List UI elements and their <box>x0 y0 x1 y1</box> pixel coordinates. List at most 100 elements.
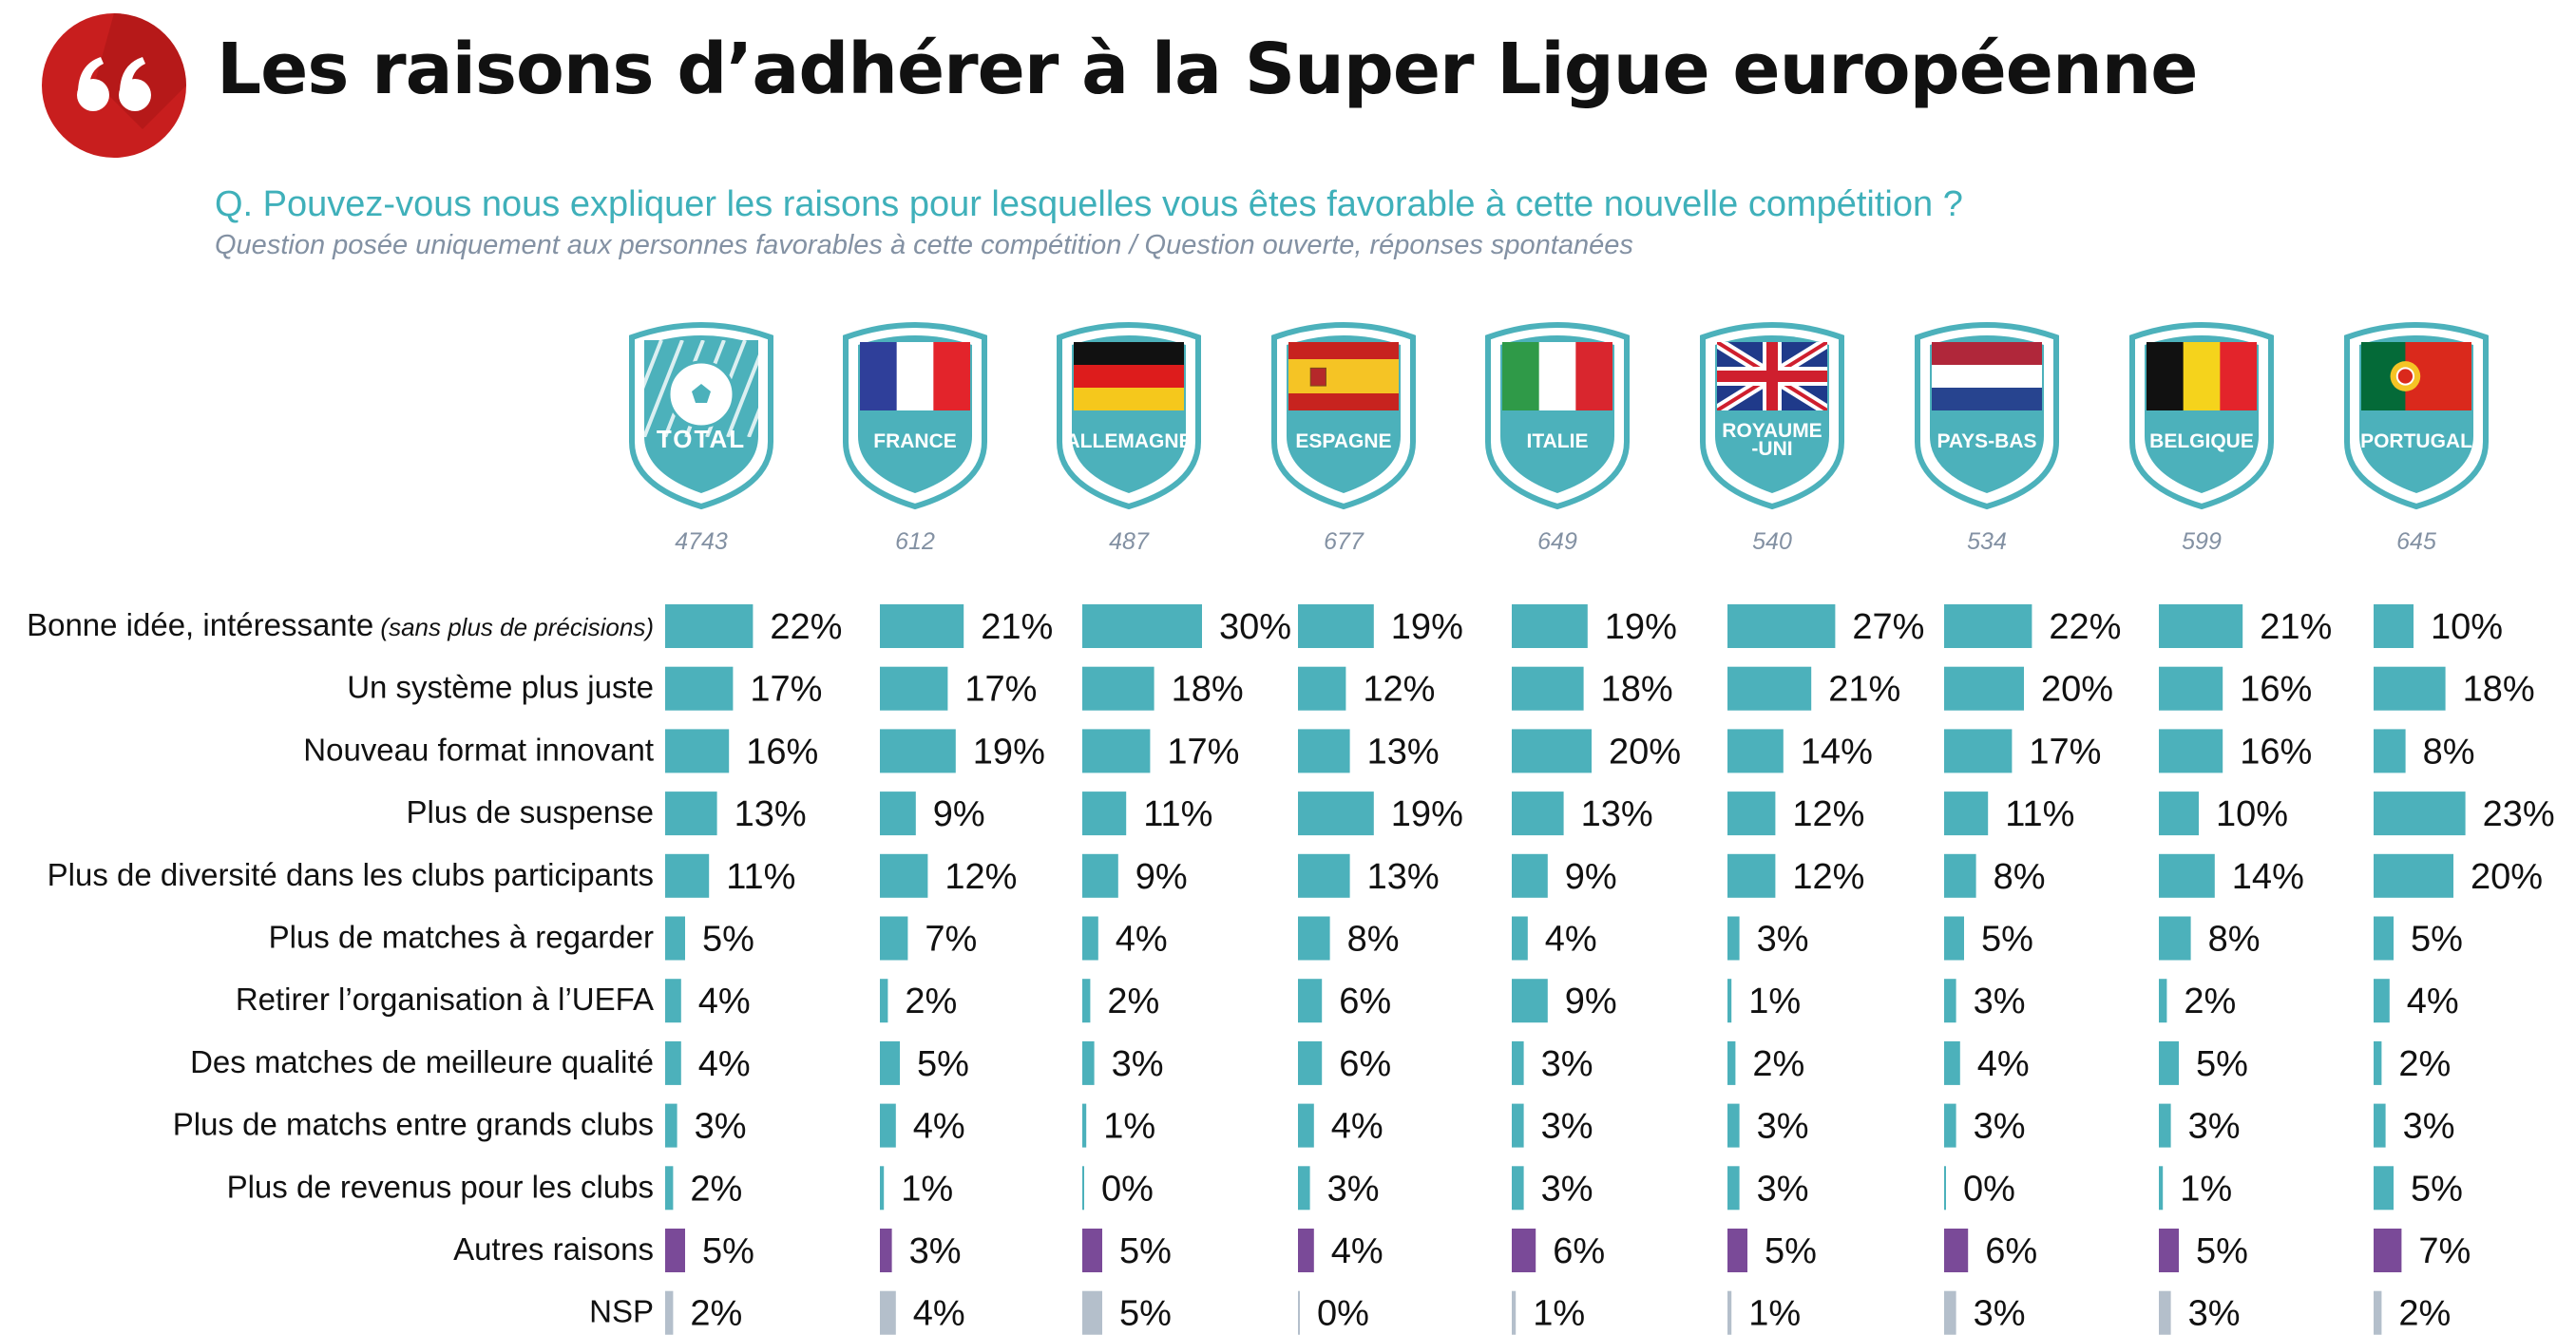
bar-value-label: 0% <box>1317 1294 1369 1334</box>
bar-value-label: 23% <box>2483 794 2555 834</box>
bar <box>1512 666 1584 711</box>
bar-value-label: 4% <box>1116 920 1168 960</box>
bar <box>2374 729 2406 773</box>
quote-logo-icon <box>42 13 186 158</box>
bar-value-label: 2% <box>1752 1044 1804 1084</box>
bar-value-label: 17% <box>964 670 1037 710</box>
bar <box>1944 1040 1960 1085</box>
row-label: Nouveau format innovant <box>303 732 654 767</box>
bar <box>880 853 928 898</box>
bar-value-label: 8% <box>2208 920 2261 960</box>
bar-value-label: 4% <box>1331 1107 1383 1147</box>
bar-value-label: 1% <box>2180 1169 2232 1209</box>
bar <box>1512 604 1588 648</box>
country-badge-8: BELGIQUE <box>2129 322 2274 510</box>
bar <box>1298 1290 1300 1335</box>
bar-value-label: 18% <box>2463 670 2535 710</box>
bar <box>1944 666 2024 711</box>
bar <box>2159 604 2243 648</box>
bar-value-label: 19% <box>1391 607 1463 647</box>
flag-uk-icon <box>1717 342 1827 410</box>
bar <box>1727 666 1812 711</box>
bar <box>1944 1103 1956 1148</box>
bar <box>2374 604 2414 648</box>
bar <box>1298 791 1374 836</box>
bar <box>2374 1166 2394 1211</box>
bar <box>665 916 685 961</box>
bar <box>1082 729 1151 773</box>
bar <box>880 916 908 961</box>
flag-spain-icon <box>1288 342 1399 410</box>
bar <box>1727 1103 1740 1148</box>
flag-belgium-icon <box>2147 342 2257 410</box>
country-badge-3: ALLEMAGNE <box>1057 322 1201 510</box>
bar-value-label: 30% <box>1219 607 1291 647</box>
bar <box>880 729 956 773</box>
bar-value-label: 5% <box>917 1044 969 1084</box>
bar <box>1727 729 1784 773</box>
bar <box>1512 1103 1524 1148</box>
bar-value-label: 12% <box>1792 857 1864 897</box>
sample-size: 599 <box>2182 528 2222 555</box>
bar <box>2374 853 2453 898</box>
bar-value-label: 2% <box>905 982 957 1021</box>
country-badge-5: ITALIE <box>1485 322 1630 510</box>
bar <box>1298 1103 1314 1148</box>
bar-value-label: 11% <box>1143 794 1212 834</box>
bar <box>1512 979 1548 1023</box>
bar-value-label: 13% <box>1367 857 1440 897</box>
bar <box>1298 1040 1323 1085</box>
bar-value-label: 3% <box>2188 1294 2241 1334</box>
bar-value-label: 13% <box>735 794 807 834</box>
bar <box>2374 1229 2402 1272</box>
country-label: ITALIE <box>1527 430 1589 452</box>
bar <box>665 666 734 711</box>
bar-value-label: 3% <box>1541 1107 1593 1147</box>
country-label: ALLEMAGNE <box>1066 430 1193 452</box>
bar <box>1512 729 1592 773</box>
bar-value-label: 0% <box>1101 1169 1154 1209</box>
bar-value-label: 6% <box>1339 982 1391 1021</box>
bar-value-label: 3% <box>1974 1107 2026 1147</box>
bar <box>2159 916 2191 961</box>
bar-value-label: 4% <box>913 1107 965 1147</box>
flag-italy-icon <box>1502 342 1612 410</box>
bar-value-label: 5% <box>2411 1169 2463 1209</box>
row-label: Plus de matches à regarder <box>269 920 654 955</box>
bar-value-label: 0% <box>1963 1169 2015 1209</box>
bar-value-label: 2% <box>1107 982 1159 1021</box>
bar <box>1298 729 1350 773</box>
bar <box>1727 791 1776 836</box>
bar-value-label: 1% <box>1748 1294 1801 1334</box>
country-badge-7: PAYS-BAS <box>1915 322 2059 510</box>
country-label: ROYAUME <box>1722 420 1822 442</box>
bar <box>2374 1040 2382 1085</box>
bar-value-label: 17% <box>2029 732 2101 772</box>
sample-size: 540 <box>1752 528 1792 555</box>
row-label: Plus de matchs entre grands clubs <box>173 1107 654 1142</box>
bar-value-label: 20% <box>1609 732 1681 772</box>
bar-value-label: 3% <box>695 1107 747 1147</box>
row-label: Plus de suspense <box>406 794 654 830</box>
row-label: Bonne idée, intéressante (sans plus de p… <box>27 607 654 642</box>
bar-value-label: 6% <box>1553 1231 1605 1271</box>
row-label: Retirer l’organisation à l’UEFA <box>236 982 654 1017</box>
flag-netherlands-icon <box>1932 342 2042 410</box>
bar-value-label: 16% <box>746 732 818 772</box>
bar-value-label: 10% <box>2216 794 2288 834</box>
country-badge-4: ESPAGNE <box>1271 322 1416 510</box>
bar <box>1082 1103 1087 1148</box>
bar <box>665 791 717 836</box>
sample-size: 487 <box>1109 528 1150 555</box>
bar-value-label: 5% <box>1119 1294 1172 1334</box>
bar <box>1298 604 1374 648</box>
bar <box>1727 979 1732 1023</box>
bar-value-label: 8% <box>1994 857 2046 897</box>
bar-value-label: 5% <box>702 1231 754 1271</box>
sample-size: 612 <box>895 528 935 555</box>
bar-value-label: 1% <box>1103 1107 1155 1147</box>
bar <box>665 1229 685 1272</box>
bar-value-label: 12% <box>1792 794 1864 834</box>
bar <box>1082 916 1098 961</box>
